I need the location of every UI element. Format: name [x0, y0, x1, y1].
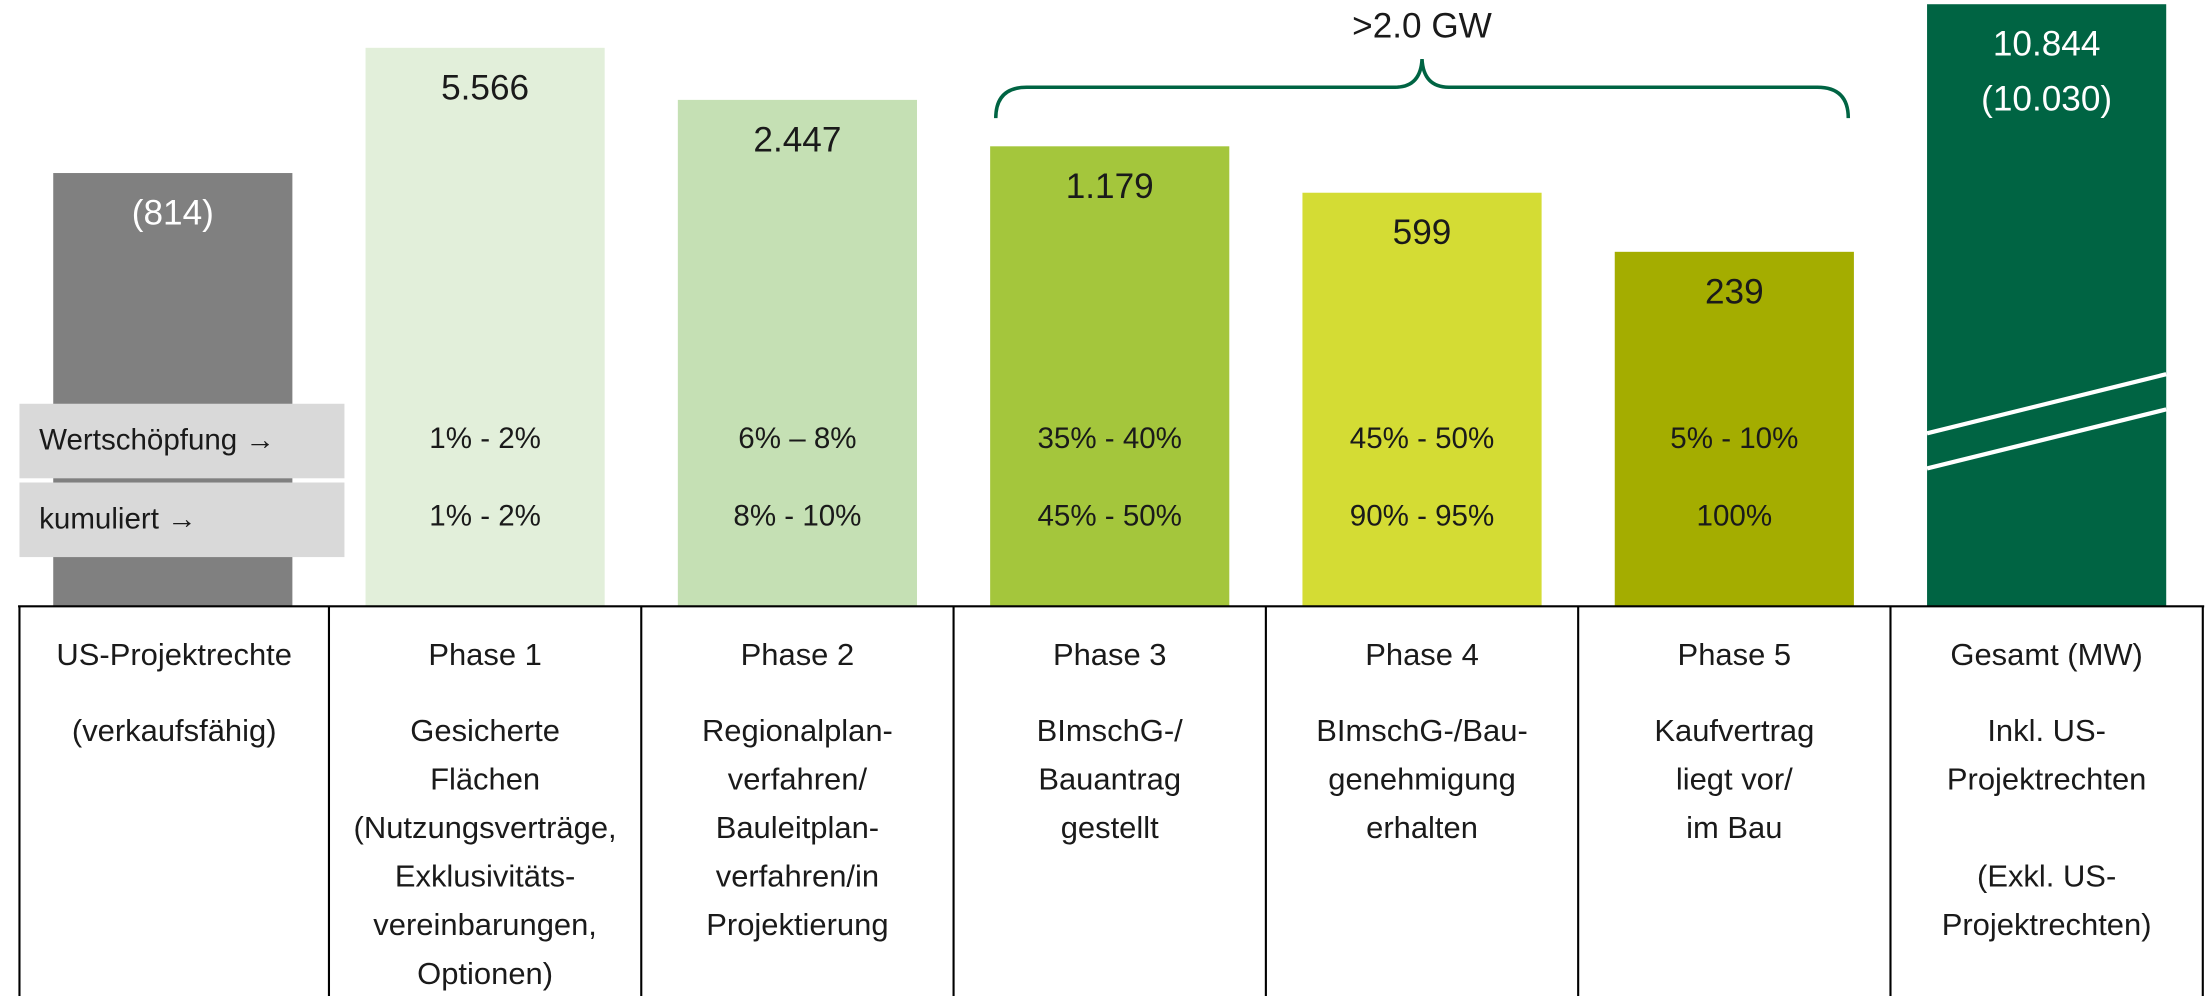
percent: 8% - 10%	[733, 499, 861, 532]
column-text: verfahren/	[728, 762, 868, 797]
percent: 90% - 95%	[1350, 499, 1494, 532]
column-text: genehmigung	[1328, 762, 1516, 797]
percent: 45% - 50%	[1037, 499, 1181, 532]
percent: 5% - 10%	[1670, 422, 1798, 455]
percent: 1% - 2%	[429, 499, 541, 532]
row-label-box	[19, 403, 345, 479]
column-text: vereinbarungen,	[373, 907, 597, 942]
column-text: Projektrechten)	[1942, 907, 2152, 942]
bar	[1302, 192, 1542, 607]
bar	[990, 146, 1230, 607]
bar-value: 239	[1705, 272, 1764, 311]
column-text: BImschG-/	[1037, 713, 1184, 748]
bar-value: 5.566	[441, 68, 529, 107]
column-text: Optionen)	[417, 956, 553, 991]
column-text: Bauantrag	[1038, 762, 1181, 797]
total-bar	[1927, 4, 2167, 607]
column-text: liegt vor/	[1676, 762, 1793, 797]
percent: 1% - 2%	[429, 422, 541, 455]
column-title: Phase 5	[1678, 637, 1792, 672]
bar-value: 1.179	[1066, 167, 1154, 206]
brace-label: >2.0 GW	[1352, 6, 1493, 45]
column-title: Gesamt (MW)	[1950, 637, 2142, 672]
column-title: Phase 4	[1365, 637, 1479, 672]
column-title: Phase 1	[428, 637, 542, 672]
bar	[365, 47, 605, 607]
column-text: Regionalplan-	[702, 713, 893, 748]
total-value: 10.844	[1993, 25, 2101, 64]
column-text: BImschG-/Bau-	[1316, 713, 1527, 748]
percent: 6% – 8%	[738, 422, 856, 455]
break-line	[1926, 372, 2167, 436]
bar	[1614, 251, 1854, 607]
column-text: verfahren/in	[716, 859, 879, 894]
column-title: Phase 3	[1053, 637, 1167, 672]
column-text: Projektierung	[706, 907, 888, 942]
column-text: Exklusivitäts-	[395, 859, 576, 894]
bar	[677, 99, 917, 607]
row-label: kumuliert →	[39, 502, 197, 535]
column-text: gestellt	[1061, 810, 1159, 845]
column-text: Bauleitplan-	[716, 810, 879, 845]
break-line	[1926, 407, 2167, 471]
column-text: (Nutzungsverträge,	[354, 810, 617, 845]
column-title: US-Projektrechte	[56, 637, 292, 672]
percent: 100%	[1697, 499, 1773, 532]
column-text: Kaufvertrag	[1654, 713, 1814, 748]
bar-value: 2.447	[753, 120, 841, 159]
column-text: Inkl. US-	[1987, 713, 2106, 748]
column-text: Projektrechten	[1947, 762, 2146, 797]
column-text: im Bau	[1686, 810, 1782, 845]
total-sub: (10.030)	[1981, 80, 2112, 119]
row-label: Wertschöpfung →	[39, 424, 275, 457]
column-title: Phase 2	[741, 637, 855, 672]
bar-value: (814)	[132, 194, 214, 233]
column-text: erhalten	[1366, 810, 1478, 845]
column-text: (Exkl. US-	[1977, 859, 2116, 894]
column-text: (verkaufsfähig)	[72, 713, 277, 748]
percent: 35% - 40%	[1037, 422, 1181, 455]
percent: 45% - 50%	[1350, 422, 1494, 455]
bar-value: 599	[1393, 213, 1452, 252]
column-text: Gesicherte	[410, 713, 560, 748]
brace	[994, 58, 1851, 119]
column-text: Flächen	[430, 762, 540, 797]
row-label-box	[19, 482, 345, 558]
